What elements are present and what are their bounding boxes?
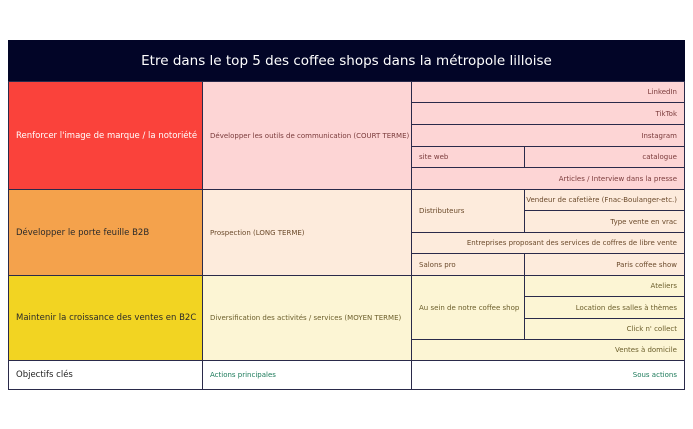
sub-entreprises: Entreprises proposant des services de co… (411, 232, 685, 254)
sub-vrac: Type vente en vrac (524, 210, 685, 233)
objective-brand: Renforcer l'image de marque / la notorié… (8, 81, 203, 190)
action-prospection: Prospection (LONG TERME) (202, 189, 412, 276)
sub-paris: Paris coffee show (524, 253, 685, 276)
sub-vendeur: Vendeur de cafetière (Fnac-Boulanger-etc… (524, 189, 685, 211)
sub-instagram: Instagram (411, 124, 685, 147)
objective-b2b: Développer le porte feuille B2B (8, 189, 203, 276)
sub-salons: Salons pro (411, 253, 525, 276)
action-diversification: Diversification des activités / services… (202, 275, 412, 361)
sub-domicile: Ventes à domicile (411, 339, 685, 361)
sub-site-web: site web (411, 146, 525, 168)
sub-presse: Articles / Interview dans la presse (411, 167, 685, 190)
sub-location: Location des salles à thèmes (524, 296, 685, 319)
sub-tiktok: TikTok (411, 102, 685, 125)
action-communication: Développer les outils de communication (… (202, 81, 412, 190)
footer-sous-actions: Sous actions (411, 360, 685, 390)
sub-linkedin: LinkedIn (411, 81, 685, 103)
sub-ateliers: Ateliers (524, 275, 685, 297)
page-title: Etre dans le top 5 des coffee shops dans… (8, 40, 685, 81)
sub-distributeurs: Distributeurs (411, 189, 525, 233)
footer-actions: Actions principales (202, 360, 412, 390)
sub-coffee-shop: Au sein de notre coffee shop (411, 275, 525, 340)
sub-catalogue: catalogue (524, 146, 685, 168)
sub-click: Click n' collect (524, 318, 685, 340)
footer-objectifs: Objectifs clés (8, 360, 203, 390)
objective-b2c: Maintenir la croissance des ventes en B2… (8, 275, 203, 361)
